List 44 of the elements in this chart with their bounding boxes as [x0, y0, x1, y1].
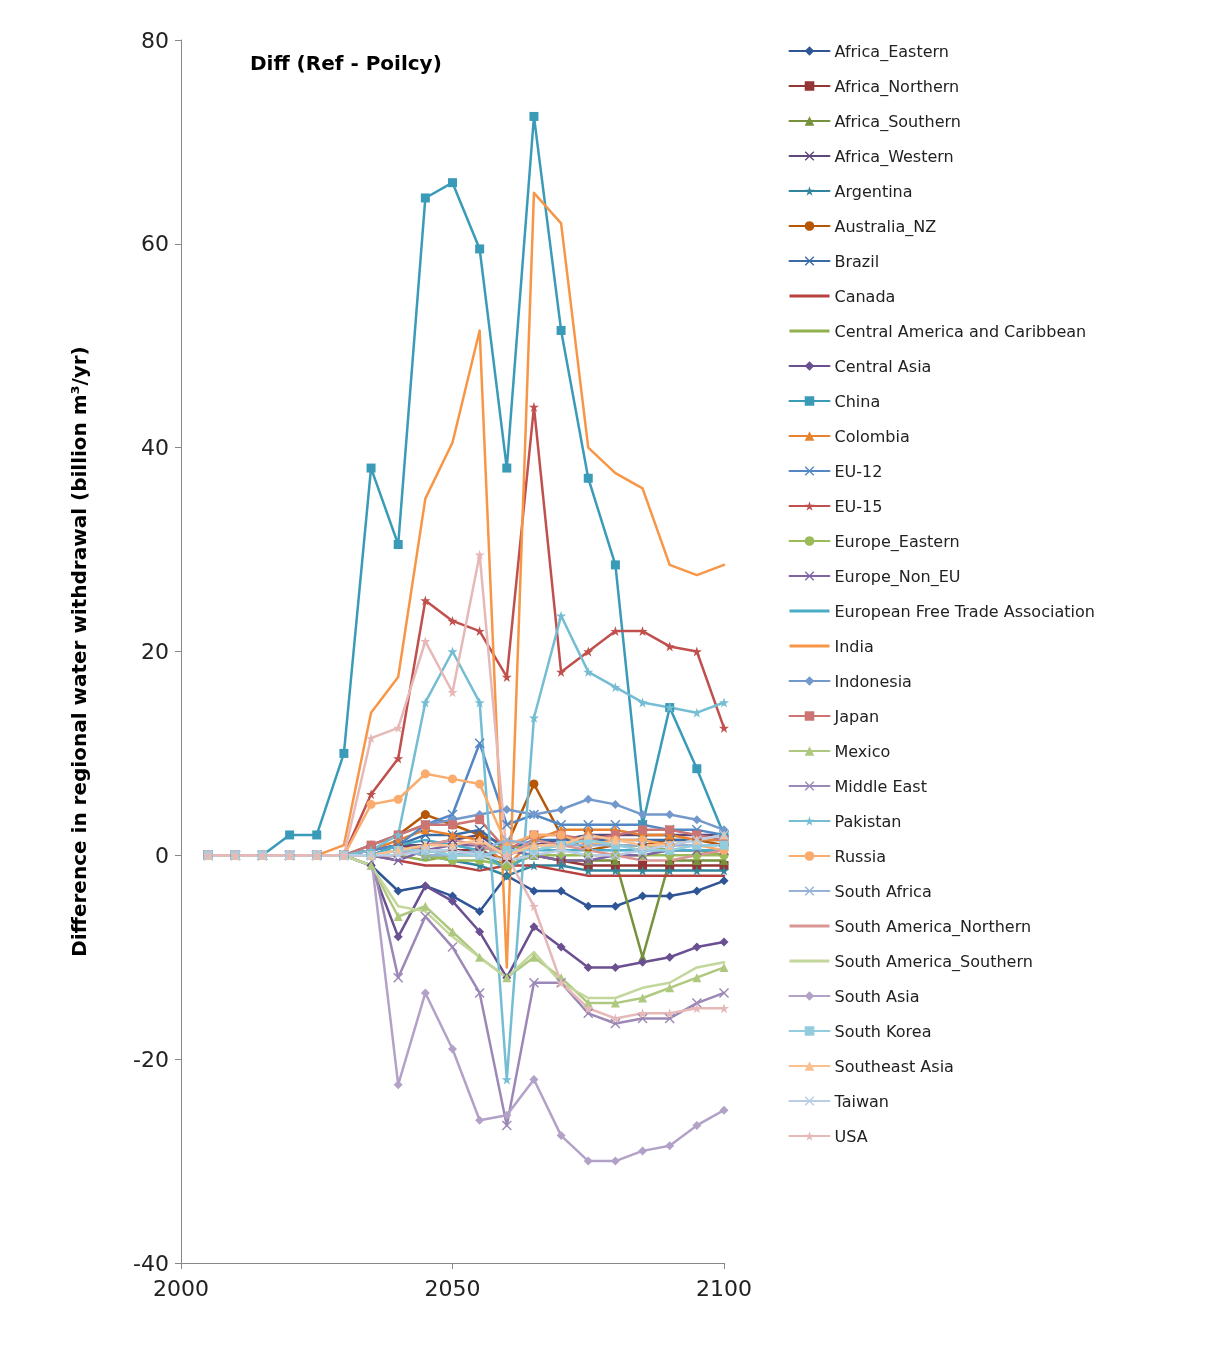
legend-label: USA [834, 1126, 868, 1146]
legend-label: European Free Trade Association [834, 601, 1095, 621]
legend-label: Central Asia [834, 356, 932, 376]
legend-label: EU-12 [834, 461, 883, 481]
legend-label: Mexico [834, 741, 891, 761]
legend-label: Europe_Eastern [834, 531, 960, 552]
legend-label: Indonesia [834, 671, 912, 691]
legend-label: Europe_Non_EU [834, 566, 961, 587]
y-tick-label: -40 [133, 1250, 169, 1276]
legend-label: Southeast Asia [834, 1056, 954, 1076]
legend-label: Canada [834, 286, 896, 306]
legend-label: Brazil [834, 251, 880, 271]
x-tick-label: 2050 [424, 1275, 481, 1301]
legend-label: India [834, 636, 874, 656]
legend-label: China [834, 391, 881, 411]
legend-label: Central America and Caribbean [834, 321, 1087, 341]
legend-label: South America_Southern [834, 951, 1033, 972]
legend-label: Africa_Southern [834, 111, 961, 132]
y-tick-label: -20 [133, 1046, 169, 1072]
x-tick-label: 2100 [696, 1275, 752, 1301]
legend-label: Japan [833, 706, 880, 726]
text: Diff (Ref - Poilcy) [250, 51, 442, 75]
x-tick-label: 2000 [153, 1275, 209, 1301]
legend-label: Taiwan [833, 1091, 889, 1111]
legend-label: Middle East [834, 776, 927, 796]
legend-label: Pakistan [834, 811, 902, 831]
legend-label: South Korea [834, 1021, 932, 1041]
legend-label: Africa_Northern [834, 76, 960, 97]
legend-label: Australia_NZ [834, 216, 937, 237]
y-tick-label: 60 [141, 231, 169, 257]
y-axis-title: Difference in regional water withdrawal (billion m³/yr) [67, 346, 91, 957]
legend-label: South Africa [834, 881, 932, 901]
y-tick-label: 0 [155, 842, 169, 868]
legend-label: South Asia [834, 986, 920, 1006]
legend-label: EU-15 [834, 496, 883, 516]
legend-label: Africa_Eastern [834, 41, 949, 62]
y-tick-label: 40 [141, 435, 169, 461]
y-tick-label: 20 [141, 639, 169, 664]
y-tick-label: 80 [141, 27, 169, 53]
legend-label: Argentina [834, 181, 913, 201]
legend-label: Africa_Western [834, 146, 954, 167]
legend-label: South America_Northern [834, 916, 1032, 937]
legend-label: Russia [834, 846, 886, 866]
legend-label: Colombia [834, 426, 910, 446]
